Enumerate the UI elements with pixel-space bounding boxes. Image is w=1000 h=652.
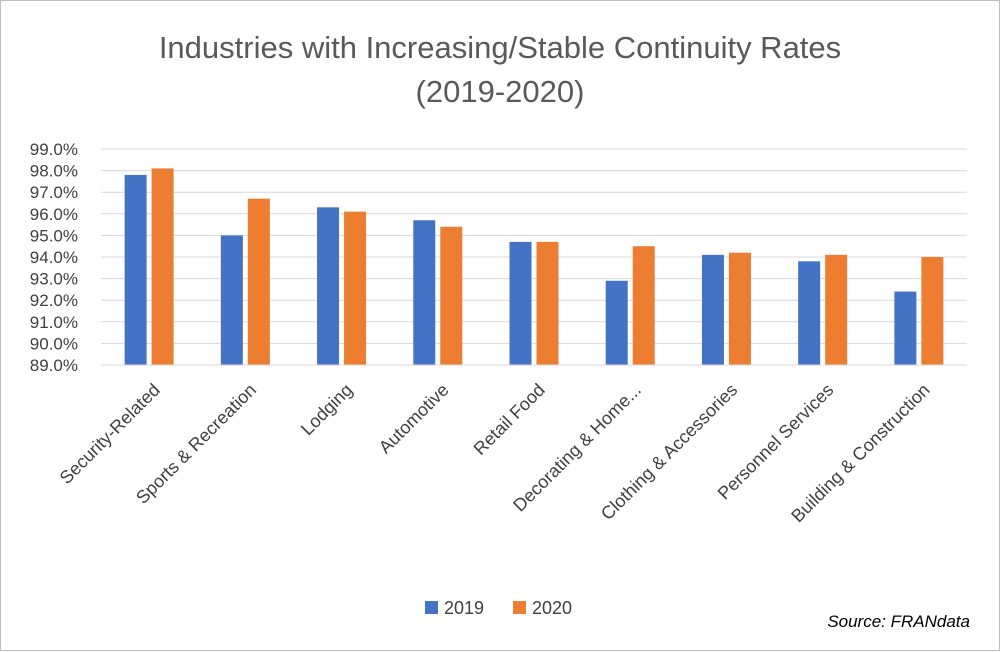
- y-tick-label: 94.0%: [30, 248, 78, 267]
- bar-2020: [728, 252, 751, 365]
- y-tick-label: 99.0%: [30, 140, 78, 159]
- bar-2019: [317, 207, 340, 365]
- y-tick-label: 95.0%: [30, 226, 78, 245]
- bar-series: [124, 168, 944, 365]
- bar-2019: [701, 254, 724, 365]
- legend: 2019 2020: [425, 598, 572, 618]
- legend-swatch-2019: [425, 601, 438, 614]
- bar-2019: [798, 261, 821, 365]
- bar-2020: [921, 257, 944, 365]
- bar-2019: [413, 220, 436, 365]
- y-axis-ticks: 99.0% 98.0% 97.0% 96.0% 95.0% 94.0% 93.0% 92.0%…: [30, 140, 78, 375]
- legend-label: 2020: [532, 598, 572, 618]
- bar-2020: [825, 254, 848, 365]
- bar-2020: [632, 246, 655, 365]
- bar-2019: [220, 235, 243, 365]
- bar-2020: [536, 241, 559, 365]
- category-label: Retail Food: [470, 380, 549, 459]
- bar-2019: [509, 241, 532, 365]
- y-tick-label: 89.0%: [30, 356, 78, 375]
- bar-2019: [124, 174, 147, 365]
- bar-2019: [605, 280, 628, 365]
- y-tick-label: 90.0%: [30, 334, 78, 353]
- y-tick-label: 91.0%: [30, 313, 78, 332]
- y-tick-label: 98.0%: [30, 162, 78, 181]
- chart-title: Industries with Increasing/Stable Contin…: [159, 30, 841, 65]
- bar-2019: [894, 291, 917, 365]
- legend-label: 2019: [444, 598, 484, 618]
- y-tick-label: 93.0%: [30, 270, 78, 289]
- bar-2020: [247, 198, 270, 365]
- bar-2020: [440, 226, 463, 365]
- chart-subtitle: (2019-2020): [416, 74, 585, 109]
- category-label: Lodging: [297, 380, 356, 439]
- bar-2020: [151, 168, 174, 365]
- bar-2020: [344, 211, 367, 365]
- y-tick-label: 97.0%: [30, 183, 78, 202]
- y-tick-label: 92.0%: [30, 291, 78, 310]
- gridlines: [101, 148, 967, 344]
- legend-swatch-2020: [513, 601, 526, 614]
- category-label: Automotive: [375, 380, 453, 458]
- source-note: Source: FRANdata: [827, 612, 970, 631]
- y-tick-label: 96.0%: [30, 205, 78, 224]
- category-label: Security-Related: [56, 380, 164, 488]
